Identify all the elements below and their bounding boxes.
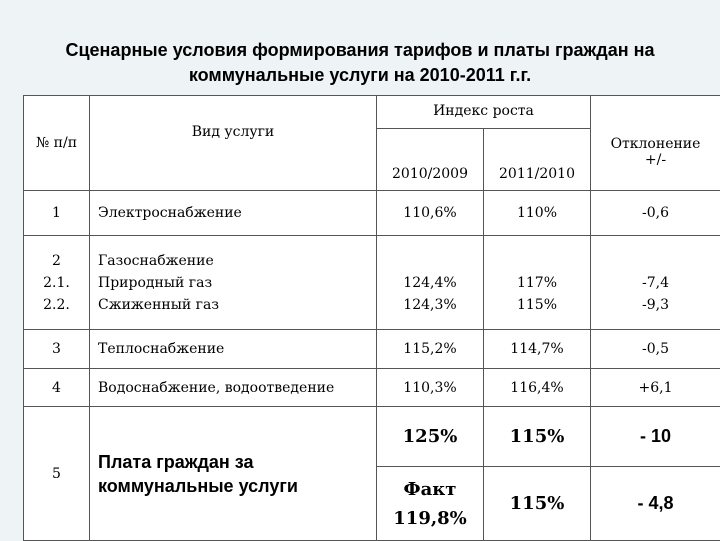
- row-service: Газоснабжение Природный газ Сжиженный га…: [90, 236, 377, 330]
- row-deviation: - 10: [591, 407, 720, 467]
- row-service: Электроснабжение: [90, 191, 377, 236]
- row-num: 2 2.1. 2.2.: [24, 236, 90, 330]
- row-num: 1: [24, 191, 90, 236]
- row-year-2: 114,7%: [484, 330, 591, 369]
- header-num: № п/п: [24, 96, 90, 191]
- row-year-2: 115%: [484, 467, 591, 541]
- row-num: 5: [24, 407, 90, 541]
- row-num: 4: [24, 369, 90, 407]
- row-deviation: -0,5: [591, 330, 720, 369]
- row-deviation: -7,4 -9,3: [591, 236, 720, 330]
- header-service: Вид услуги: [90, 96, 377, 191]
- row-year-2: 110%: [484, 191, 591, 236]
- row-year-1: 124,4% 124,3%: [377, 236, 484, 330]
- row-num: 3: [24, 330, 90, 369]
- header-deviation-line-1: Отклонение: [595, 136, 716, 152]
- row-year-1: 125%: [377, 407, 484, 467]
- header-growth-index: Индекс роста: [377, 96, 591, 129]
- tariff-table: № п/п Вид услуги Индекс роста Отклонение…: [23, 95, 720, 541]
- row-fact: Факт 119,8%: [377, 467, 484, 541]
- row-year-2: 117% 115%: [484, 236, 591, 330]
- table-row: 1 Электроснабжение 110,6% 110% -0,6: [24, 191, 720, 236]
- row-service: Водоснабжение, водоотведение: [90, 369, 377, 407]
- header-deviation-line-2: +/-: [595, 152, 716, 168]
- table-row: 5 Плата граждан за коммунальные услуги 1…: [24, 407, 720, 467]
- header-year-2: 2011/2010: [484, 129, 591, 191]
- table-row: 4 Водоснабжение, водоотведение 110,3% 11…: [24, 369, 720, 407]
- row-year-1: 115,2%: [377, 330, 484, 369]
- row-year-2: 115%: [484, 407, 591, 467]
- row-year-2: 116,4%: [484, 369, 591, 407]
- row-year-1: 110,3%: [377, 369, 484, 407]
- row-year-1: 110,6%: [377, 191, 484, 236]
- table-row: 3 Теплоснабжение 115,2% 114,7% -0,5: [24, 330, 720, 369]
- row-service: Теплоснабжение: [90, 330, 377, 369]
- header-deviation: Отклонение +/-: [591, 96, 720, 191]
- table-row: 2 2.1. 2.2. Газоснабжение Природный газ …: [24, 236, 720, 330]
- page-title: Сценарные условия формирования тарифов и…: [0, 38, 720, 88]
- row-deviation: - 4,8: [591, 467, 720, 541]
- header-year-1: 2010/2009: [377, 129, 484, 191]
- row-deviation: -0,6: [591, 191, 720, 236]
- row-deviation: +6,1: [591, 369, 720, 407]
- header-row-1: № п/п Вид услуги Индекс роста Отклонение…: [24, 96, 720, 129]
- title-line-1: Сценарные условия формирования тарифов и…: [0, 38, 720, 63]
- title-line-2: коммунальные услуги на 2010-2011 г.г.: [0, 63, 720, 88]
- row-service: Плата граждан за коммунальные услуги: [90, 407, 377, 541]
